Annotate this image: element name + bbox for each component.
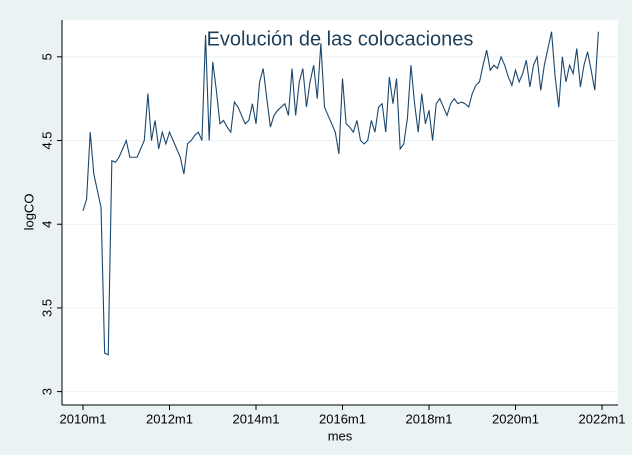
data-line (82, 31, 599, 356)
x-axis-label: mes (328, 428, 353, 443)
plot-area (62, 20, 618, 405)
y-tick-label: 3.5 (39, 299, 54, 317)
y-tick-label: 5 (39, 53, 54, 60)
x-tick-label: 2016m1 (319, 411, 366, 426)
y-tick-label: 4.5 (39, 131, 54, 149)
x-tick-label: 2014m1 (233, 411, 280, 426)
y-axis-label: logCO (21, 194, 36, 231)
x-tick-label: 2012m1 (146, 411, 193, 426)
y-tick-label: 3 (39, 388, 54, 395)
x-tick-label: 2020m1 (492, 411, 539, 426)
chart-title: Evolución de las colocaciones (207, 28, 474, 50)
x-tick-label: 2018m1 (406, 411, 453, 426)
y-tick-label: 4 (39, 221, 54, 228)
x-tick-label: 2010m1 (60, 411, 107, 426)
x-tick-label: 2022m1 (579, 411, 626, 426)
